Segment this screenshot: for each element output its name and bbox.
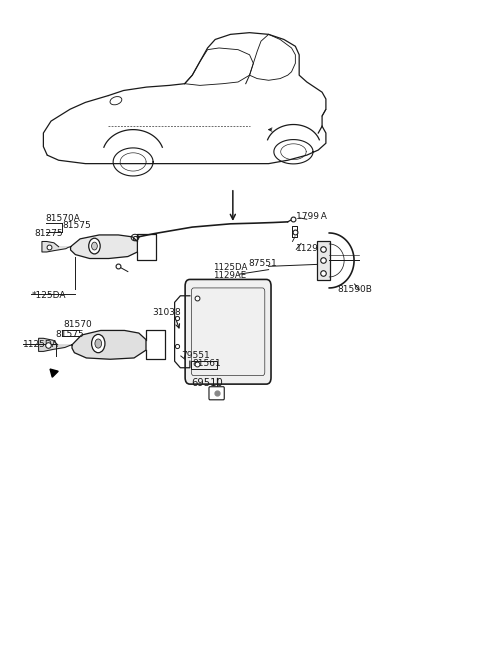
- Circle shape: [92, 242, 97, 250]
- Circle shape: [92, 334, 105, 353]
- Text: 1129AC: 1129AC: [296, 244, 331, 254]
- Polygon shape: [72, 330, 146, 359]
- Text: 69510: 69510: [191, 378, 223, 388]
- Polygon shape: [71, 235, 137, 258]
- Text: 81561: 81561: [193, 359, 221, 369]
- FancyBboxPatch shape: [209, 387, 224, 400]
- Text: 1799 A: 1799 A: [296, 212, 327, 221]
- Text: 81575: 81575: [62, 221, 91, 230]
- Text: 1129AE: 1129AE: [213, 271, 247, 280]
- Text: 79551: 79551: [181, 351, 210, 360]
- FancyBboxPatch shape: [185, 279, 271, 384]
- Text: *125DA: *125DA: [32, 291, 66, 300]
- Text: 87551: 87551: [249, 260, 277, 268]
- Polygon shape: [42, 242, 71, 252]
- Text: 81570: 81570: [63, 320, 92, 329]
- Ellipse shape: [110, 97, 122, 105]
- Polygon shape: [38, 338, 72, 351]
- Text: 81590B: 81590B: [337, 285, 372, 294]
- Circle shape: [95, 339, 102, 348]
- Bar: [192, 361, 216, 369]
- Text: 81275: 81275: [35, 229, 63, 238]
- Text: 1125DA: 1125DA: [213, 263, 248, 272]
- FancyBboxPatch shape: [317, 241, 330, 280]
- Circle shape: [89, 238, 100, 254]
- Text: 81575: 81575: [55, 330, 84, 339]
- Text: 81570A: 81570A: [46, 214, 81, 223]
- Text: 31038: 31038: [153, 307, 181, 317]
- Text: 1125DA: 1125DA: [23, 340, 59, 349]
